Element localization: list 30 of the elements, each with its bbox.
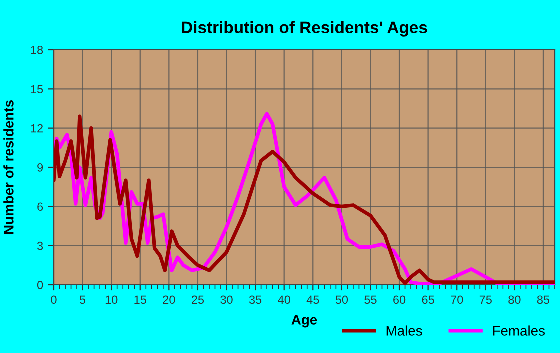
x-tick-label: 55 xyxy=(364,296,377,304)
x-tick-label: 50 xyxy=(336,296,348,304)
x-tick-label: 35 xyxy=(249,296,262,304)
x-tick-label: 15 xyxy=(134,296,146,304)
y-tick-label: 18 xyxy=(31,46,44,54)
y-tick-label: 9 xyxy=(38,164,44,172)
x-tick-label: 70 xyxy=(451,296,464,304)
x-tick-label: 45 xyxy=(306,296,320,304)
y-axis-title: Number of residents xyxy=(4,100,14,234)
y-tick-label: 6 xyxy=(38,202,44,212)
x-tick-label: 80 xyxy=(508,296,521,304)
y-tick-label: 15 xyxy=(31,85,44,94)
x-tick-label: 30 xyxy=(220,296,233,304)
y-tick-label: 12 xyxy=(31,124,43,133)
chart-title: Distribution of Residents' Ages xyxy=(182,21,428,37)
x-tick-label: 10 xyxy=(106,296,118,304)
x-tick-label: 5 xyxy=(80,296,86,304)
legend-label: Females xyxy=(493,326,545,336)
y-tick-label: 3 xyxy=(37,242,44,250)
x-tick-label: 0 xyxy=(51,296,57,304)
legend-label: Males xyxy=(386,326,422,336)
y-tick-label: 0 xyxy=(37,281,44,290)
x-tick-label: 75 xyxy=(480,296,492,304)
x-tick-label: 40 xyxy=(278,296,290,304)
x-axis-title: Age xyxy=(292,315,318,328)
x-tick-label: 60 xyxy=(394,296,406,304)
x-tick-label: 65 xyxy=(422,296,434,304)
x-tick-label: 20 xyxy=(163,296,176,304)
x-tick-label: 25 xyxy=(192,296,204,304)
x-tick-label: 85 xyxy=(537,296,550,304)
